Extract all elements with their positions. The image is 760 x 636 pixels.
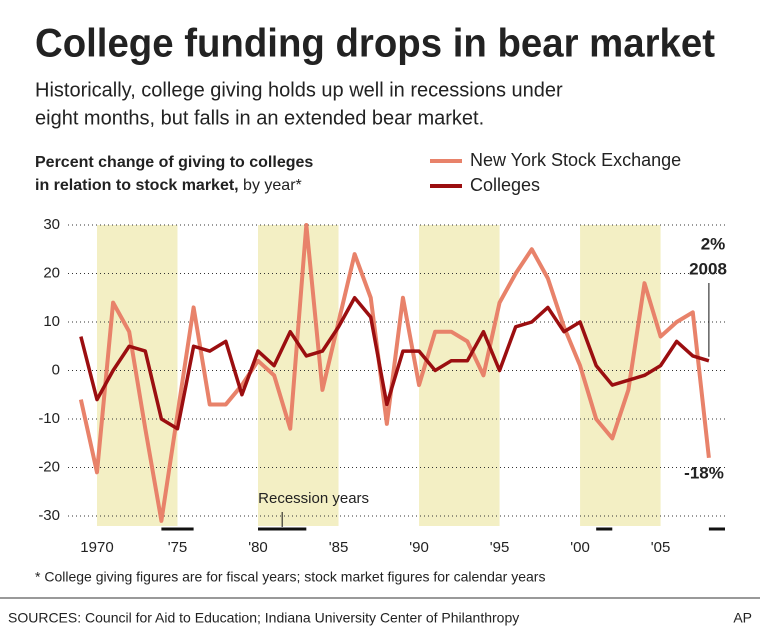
y-tick-label: 20 — [43, 264, 60, 281]
y-tick-label: -30 — [38, 507, 60, 524]
y-tick-label: 0 — [52, 361, 60, 378]
y-tick-label: -20 — [38, 458, 60, 475]
y-tick-label: -10 — [38, 410, 60, 427]
legend-label: New York Stock Exchange — [470, 150, 681, 170]
y-tick-label: 30 — [43, 216, 60, 233]
chart-label: Percent change of giving to colleges — [35, 154, 313, 171]
x-tick-label: '80 — [248, 539, 268, 556]
x-tick-label: '95 — [490, 539, 510, 556]
chart-title: College funding drops in bear market — [35, 22, 715, 66]
annotation: 2008 — [689, 259, 727, 278]
chart-label: in relation to stock market, by year* — [35, 177, 302, 194]
footnote: * College giving figures are for fiscal … — [35, 569, 545, 585]
credit: AP — [733, 610, 752, 626]
chart-label-main: in relation to stock market, — [35, 177, 239, 194]
series-line — [79, 296, 710, 431]
x-tick-label: '75 — [168, 539, 188, 556]
legend-label: Colleges — [470, 175, 540, 195]
subtitle: Historically, college giving holds up we… — [35, 79, 563, 101]
y-tick-label: 10 — [43, 313, 60, 330]
shaded-band — [419, 225, 500, 526]
subtitle: eight months, but falls in an extended b… — [35, 107, 484, 129]
x-tick-label: '90 — [409, 539, 429, 556]
x-tick-label: '00 — [570, 539, 590, 556]
chart-label-suffix: by year* — [239, 177, 302, 194]
source: SOURCES: Council for Aid to Education; I… — [8, 610, 519, 626]
x-tick-label: 1970 — [80, 539, 113, 556]
annotation: -18% — [684, 463, 724, 482]
x-tick-label: '05 — [651, 539, 671, 556]
series-line — [78, 223, 711, 523]
x-tick-label: '85 — [329, 539, 349, 556]
recession-label: Recession years — [258, 490, 369, 507]
annotation: 2% — [701, 234, 726, 253]
shaded-band — [580, 225, 661, 526]
